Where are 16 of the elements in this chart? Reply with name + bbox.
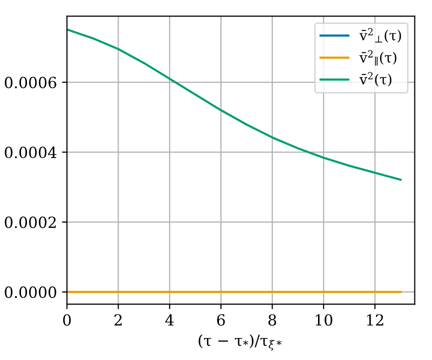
y-tick-label: 0.0006 [4, 76, 56, 88]
y-tick-label: 0.0004 [4, 146, 56, 158]
x-tick-label: 8 [268, 314, 276, 326]
legend-label: v̄$^{2}$$_{⊥}$(τ) [359, 28, 402, 42]
x-axis-title: (τ − τ$_{*}$)/τ$_{ξ*}$ [198, 334, 282, 350]
x-tick-label: 6 [217, 314, 225, 326]
legend-label: v̄$^{2}$$_{∥}$(τ) [359, 50, 396, 66]
x-tick-label: 2 [114, 314, 122, 326]
x-tick-label: 10 [316, 314, 332, 326]
line-series [66, 28, 402, 181]
x-tick-label: 4 [165, 314, 174, 326]
x-tick-label: 0 [63, 314, 71, 326]
x-tick-label: 12 [367, 314, 384, 326]
y-tick-label: 0.0000 [4, 286, 56, 298]
y-tick-label: 0.0002 [4, 216, 56, 228]
legend-label: v̄$^{2}$(τ) [359, 72, 392, 86]
